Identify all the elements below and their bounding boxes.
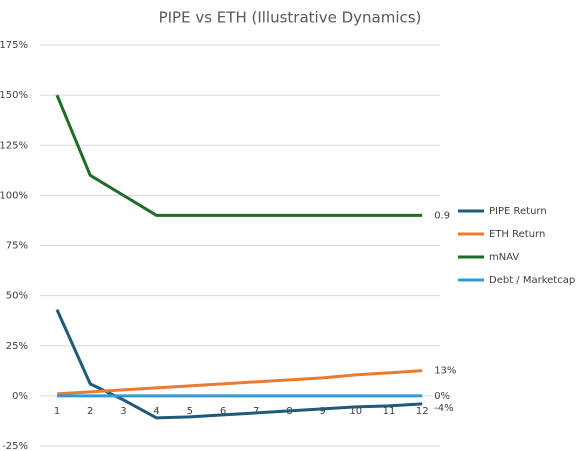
series-line — [56, 369, 423, 396]
legend-label: PIPE Return — [489, 206, 547, 217]
y-tick-label: 175% — [0, 40, 28, 51]
x-tick-label: 4 — [153, 406, 159, 417]
x-tick-label: 2 — [87, 406, 93, 417]
x-tick-label: 5 — [187, 406, 193, 417]
data-label: 13% — [434, 366, 456, 377]
data-label: 0% — [434, 391, 450, 402]
x-tick-label: 3 — [120, 406, 126, 417]
x-tick-label: 7 — [253, 406, 259, 417]
series-line — [55, 309, 423, 420]
legend-label: mNAV — [489, 252, 519, 263]
y-tick-label: 50% — [6, 291, 28, 302]
x-tick-label: 11 — [383, 406, 396, 417]
y-tick-label: 75% — [6, 241, 28, 252]
y-tick-label: 150% — [0, 90, 28, 101]
x-tick-label: 1 — [54, 406, 60, 417]
y-tick-label: -25% — [2, 441, 28, 451]
data-label: 0.9 — [434, 210, 450, 221]
y-tick-label: 0% — [12, 391, 28, 402]
legend-label: Debt / Marketcap — [489, 275, 575, 286]
x-tick-label: 9 — [319, 406, 325, 417]
data-label: -4% — [434, 403, 453, 414]
series-line — [55, 94, 423, 217]
x-tick-label: 6 — [220, 406, 226, 417]
y-tick-label: 25% — [6, 341, 28, 352]
x-tick-label: 12 — [416, 406, 429, 417]
y-tick-label: 100% — [0, 190, 28, 201]
chart-title: PIPE vs ETH (Illustrative Dynamics) — [159, 9, 422, 27]
y-tick-label: 125% — [0, 140, 28, 151]
legend-label: ETH Return — [489, 229, 545, 240]
x-tick-label: 10 — [349, 406, 362, 417]
